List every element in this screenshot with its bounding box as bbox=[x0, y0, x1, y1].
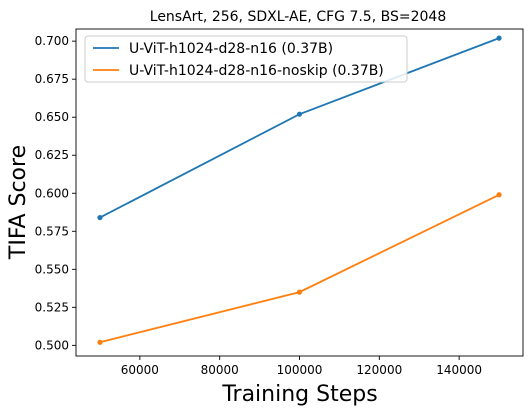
y-tick-label: 0.550 bbox=[35, 262, 69, 276]
x-tick-label: 60000 bbox=[121, 363, 159, 377]
data-point bbox=[496, 192, 502, 198]
data-point bbox=[496, 35, 502, 41]
y-axis-label: TIFA Score bbox=[6, 145, 31, 260]
y-tick-label: 0.525 bbox=[35, 300, 69, 314]
plot-area: 60000 80000 100000 120000 140000 0.500 0.525 0.… bbox=[35, 28, 524, 377]
x-tick-label: 80000 bbox=[201, 363, 239, 377]
y-tick-label: 0.600 bbox=[35, 186, 69, 200]
data-point bbox=[97, 339, 103, 345]
y-tick-label: 0.650 bbox=[35, 110, 69, 124]
x-tick-label: 100000 bbox=[277, 363, 323, 377]
y-tick-label: 0.500 bbox=[35, 338, 69, 352]
y-tick-label: 0.575 bbox=[35, 224, 69, 238]
legend-label: U-ViT-h1024-d28-n16-noskip (0.37B) bbox=[129, 63, 384, 79]
data-point bbox=[296, 289, 303, 295]
data-point bbox=[296, 111, 303, 117]
chart-title: LensArt, 256, SDXL-AE, CFG 7.5, BS=2048 bbox=[150, 9, 446, 25]
y-tick-label: 0.625 bbox=[35, 148, 69, 162]
legend-box bbox=[84, 35, 408, 83]
x-tick-label: 140000 bbox=[436, 363, 482, 377]
x-tick-label: 120000 bbox=[356, 363, 402, 377]
y-tick-label: 0.700 bbox=[35, 34, 69, 48]
x-axis-label: Training Steps bbox=[221, 382, 377, 407]
y-tick-label: 0.675 bbox=[35, 72, 69, 86]
series-line-2 bbox=[99, 193, 500, 344]
data-point bbox=[97, 214, 103, 221]
legend-label: U-ViT-h1024-d28-n16 (0.37B) bbox=[129, 41, 333, 57]
